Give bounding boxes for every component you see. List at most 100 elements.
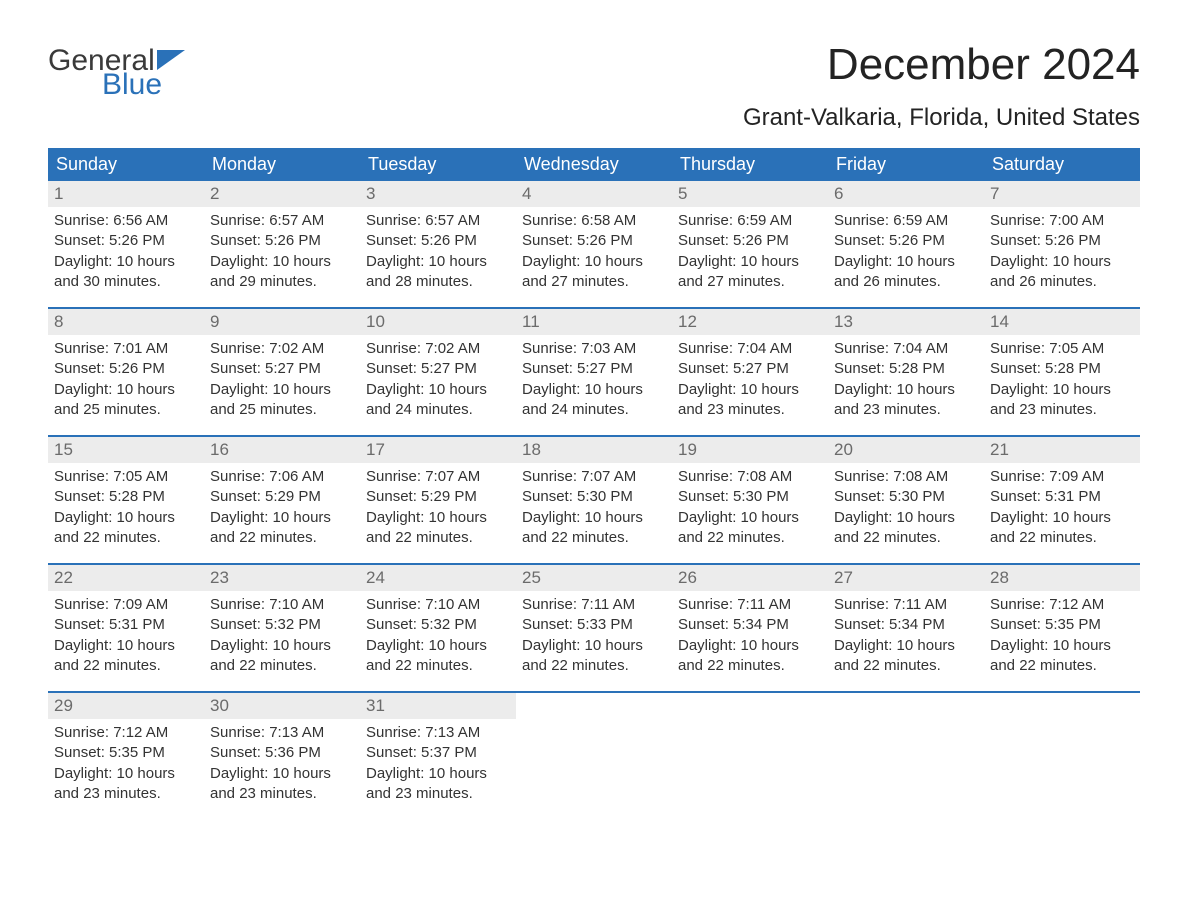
- day-details: Sunrise: 7:10 AMSunset: 5:32 PMDaylight:…: [204, 591, 360, 676]
- sunset-line: Sunset: 5:31 PM: [54, 615, 198, 635]
- daylight-line: and 22 minutes.: [54, 528, 198, 548]
- sunrise-line: Sunrise: 7:11 AM: [522, 595, 666, 615]
- sunrise-line: Sunrise: 6:59 AM: [834, 211, 978, 231]
- day-details: Sunrise: 6:56 AMSunset: 5:26 PMDaylight:…: [48, 207, 204, 292]
- sunset-line: Sunset: 5:30 PM: [834, 487, 978, 507]
- daylight-line: and 23 minutes.: [990, 400, 1134, 420]
- sunset-line: Sunset: 5:27 PM: [678, 359, 822, 379]
- day-number: 10: [360, 309, 516, 335]
- daylight-line: Daylight: 10 hours: [834, 380, 978, 400]
- day-number: 9: [204, 309, 360, 335]
- daylight-line: Daylight: 10 hours: [54, 380, 198, 400]
- day-number: 13: [828, 309, 984, 335]
- daylight-line: and 23 minutes.: [54, 784, 198, 804]
- daylight-line: Daylight: 10 hours: [990, 380, 1134, 400]
- calendar-day: 28Sunrise: 7:12 AMSunset: 5:35 PMDayligh…: [984, 565, 1140, 691]
- sunrise-line: Sunrise: 7:04 AM: [678, 339, 822, 359]
- sunrise-line: Sunrise: 7:01 AM: [54, 339, 198, 359]
- calendar-day: 29Sunrise: 7:12 AMSunset: 5:35 PMDayligh…: [48, 693, 204, 819]
- daylight-line: Daylight: 10 hours: [210, 764, 354, 784]
- day-details: Sunrise: 7:07 AMSunset: 5:30 PMDaylight:…: [516, 463, 672, 548]
- daylight-line: Daylight: 10 hours: [522, 636, 666, 656]
- day-number: 3: [360, 181, 516, 207]
- calendar-day: 20Sunrise: 7:08 AMSunset: 5:30 PMDayligh…: [828, 437, 984, 563]
- calendar-day: [516, 693, 672, 819]
- daylight-line: and 22 minutes.: [678, 528, 822, 548]
- daylight-line: Daylight: 10 hours: [210, 508, 354, 528]
- daylight-line: Daylight: 10 hours: [54, 508, 198, 528]
- sunrise-line: Sunrise: 6:57 AM: [366, 211, 510, 231]
- sunset-line: Sunset: 5:29 PM: [210, 487, 354, 507]
- daylight-line: and 27 minutes.: [678, 272, 822, 292]
- day-of-week: Sunday: [48, 148, 204, 181]
- sunrise-line: Sunrise: 7:05 AM: [990, 339, 1134, 359]
- day-details: Sunrise: 7:13 AMSunset: 5:37 PMDaylight:…: [360, 719, 516, 804]
- daylight-line: Daylight: 10 hours: [522, 380, 666, 400]
- day-of-week: Wednesday: [516, 148, 672, 181]
- day-number: [828, 693, 984, 719]
- calendar-day: 1Sunrise: 6:56 AMSunset: 5:26 PMDaylight…: [48, 181, 204, 307]
- daylight-line: and 22 minutes.: [522, 656, 666, 676]
- daylight-line: and 22 minutes.: [366, 656, 510, 676]
- daylight-line: Daylight: 10 hours: [366, 252, 510, 272]
- sunrise-line: Sunrise: 7:06 AM: [210, 467, 354, 487]
- day-details: Sunrise: 7:04 AMSunset: 5:27 PMDaylight:…: [672, 335, 828, 420]
- sunrise-line: Sunrise: 7:05 AM: [54, 467, 198, 487]
- day-number: 2: [204, 181, 360, 207]
- day-number: 30: [204, 693, 360, 719]
- day-number: 17: [360, 437, 516, 463]
- day-details: Sunrise: 7:07 AMSunset: 5:29 PMDaylight:…: [360, 463, 516, 548]
- page-title: December 2024: [827, 40, 1140, 90]
- day-number: 24: [360, 565, 516, 591]
- daylight-line: and 22 minutes.: [366, 528, 510, 548]
- sunrise-line: Sunrise: 7:04 AM: [834, 339, 978, 359]
- daylight-line: and 22 minutes.: [834, 656, 978, 676]
- sunrise-line: Sunrise: 6:59 AM: [678, 211, 822, 231]
- daylight-line: Daylight: 10 hours: [678, 636, 822, 656]
- day-details: Sunrise: 7:11 AMSunset: 5:33 PMDaylight:…: [516, 591, 672, 676]
- day-number: 11: [516, 309, 672, 335]
- daylight-line: and 26 minutes.: [834, 272, 978, 292]
- sunrise-line: Sunrise: 7:10 AM: [210, 595, 354, 615]
- sunset-line: Sunset: 5:36 PM: [210, 743, 354, 763]
- day-details: Sunrise: 7:02 AMSunset: 5:27 PMDaylight:…: [204, 335, 360, 420]
- sunset-line: Sunset: 5:32 PM: [210, 615, 354, 635]
- sunrise-line: Sunrise: 6:57 AM: [210, 211, 354, 231]
- sunset-line: Sunset: 5:28 PM: [54, 487, 198, 507]
- sunset-line: Sunset: 5:27 PM: [210, 359, 354, 379]
- sunrise-line: Sunrise: 7:11 AM: [678, 595, 822, 615]
- sunset-line: Sunset: 5:35 PM: [54, 743, 198, 763]
- daylight-line: and 22 minutes.: [990, 528, 1134, 548]
- day-number: 12: [672, 309, 828, 335]
- day-details: Sunrise: 6:57 AMSunset: 5:26 PMDaylight:…: [204, 207, 360, 292]
- sunset-line: Sunset: 5:32 PM: [366, 615, 510, 635]
- sunset-line: Sunset: 5:30 PM: [678, 487, 822, 507]
- daylight-line: and 25 minutes.: [54, 400, 198, 420]
- day-of-week: Saturday: [984, 148, 1140, 181]
- daylight-line: Daylight: 10 hours: [54, 764, 198, 784]
- calendar-day: 7Sunrise: 7:00 AMSunset: 5:26 PMDaylight…: [984, 181, 1140, 307]
- day-number: 8: [48, 309, 204, 335]
- sunset-line: Sunset: 5:26 PM: [366, 231, 510, 251]
- sunrise-line: Sunrise: 7:12 AM: [990, 595, 1134, 615]
- day-details: Sunrise: 7:02 AMSunset: 5:27 PMDaylight:…: [360, 335, 516, 420]
- sunrise-line: Sunrise: 7:12 AM: [54, 723, 198, 743]
- daylight-line: Daylight: 10 hours: [678, 508, 822, 528]
- day-number: 20: [828, 437, 984, 463]
- sunset-line: Sunset: 5:26 PM: [834, 231, 978, 251]
- calendar-day: 21Sunrise: 7:09 AMSunset: 5:31 PMDayligh…: [984, 437, 1140, 563]
- daylight-line: and 26 minutes.: [990, 272, 1134, 292]
- calendar-day: [984, 693, 1140, 819]
- day-number: 23: [204, 565, 360, 591]
- day-details: Sunrise: 7:05 AMSunset: 5:28 PMDaylight:…: [984, 335, 1140, 420]
- sunset-line: Sunset: 5:28 PM: [834, 359, 978, 379]
- day-number: 25: [516, 565, 672, 591]
- day-number: 19: [672, 437, 828, 463]
- daylight-line: Daylight: 10 hours: [210, 636, 354, 656]
- day-number: [984, 693, 1140, 719]
- sunset-line: Sunset: 5:37 PM: [366, 743, 510, 763]
- day-number: 27: [828, 565, 984, 591]
- sunset-line: Sunset: 5:33 PM: [522, 615, 666, 635]
- day-of-week: Monday: [204, 148, 360, 181]
- day-details: Sunrise: 7:08 AMSunset: 5:30 PMDaylight:…: [828, 463, 984, 548]
